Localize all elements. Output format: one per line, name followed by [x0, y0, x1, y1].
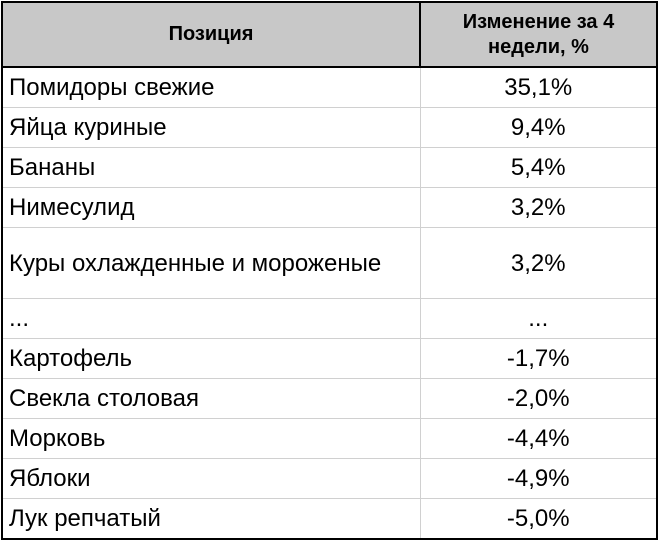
- cell-position: Картофель: [2, 339, 420, 379]
- table-row: Яблоки -4,9%: [2, 459, 657, 499]
- table-row: Лук репчатый -5,0%: [2, 499, 657, 540]
- column-header-position: Позиция: [2, 2, 420, 67]
- cell-change: 5,4%: [420, 148, 657, 188]
- table-row: Бананы 5,4%: [2, 148, 657, 188]
- table-row: Морковь -4,4%: [2, 419, 657, 459]
- cell-position: Бананы: [2, 148, 420, 188]
- column-header-change: Изменение за 4 недели, %: [420, 2, 657, 67]
- cell-change: 3,2%: [420, 228, 657, 299]
- cell-change: 3,2%: [420, 188, 657, 228]
- table-row: Нимесулид 3,2%: [2, 188, 657, 228]
- table-row: Яйца куриные 9,4%: [2, 108, 657, 148]
- cell-change: -2,0%: [420, 379, 657, 419]
- cell-change: ...: [420, 299, 657, 339]
- cell-position: ...: [2, 299, 420, 339]
- cell-change: -4,9%: [420, 459, 657, 499]
- price-change-table-container: Позиция Изменение за 4 недели, % Помидор…: [1, 1, 656, 540]
- cell-change: -4,4%: [420, 419, 657, 459]
- price-change-table: Позиция Изменение за 4 недели, % Помидор…: [1, 1, 658, 540]
- table-row: Помидоры свежие 35,1%: [2, 67, 657, 108]
- cell-change: -1,7%: [420, 339, 657, 379]
- cell-position: Куры охлажденные и мороженые: [2, 228, 420, 299]
- cell-position: Помидоры свежие: [2, 67, 420, 108]
- cell-position: Лук репчатый: [2, 499, 420, 540]
- cell-position: Морковь: [2, 419, 420, 459]
- table-header-row: Позиция Изменение за 4 недели, %: [2, 2, 657, 67]
- table-row: Свекла столовая -2,0%: [2, 379, 657, 419]
- cell-change: 9,4%: [420, 108, 657, 148]
- cell-position: Яблоки: [2, 459, 420, 499]
- cell-position: Свекла столовая: [2, 379, 420, 419]
- cell-change: -5,0%: [420, 499, 657, 540]
- cell-position: Яйца куриные: [2, 108, 420, 148]
- cell-position: Нимесулид: [2, 188, 420, 228]
- table-row: Куры охлажденные и мороженые 3,2%: [2, 228, 657, 299]
- table-row-ellipsis: ... ...: [2, 299, 657, 339]
- table-row: Картофель -1,7%: [2, 339, 657, 379]
- cell-change: 35,1%: [420, 67, 657, 108]
